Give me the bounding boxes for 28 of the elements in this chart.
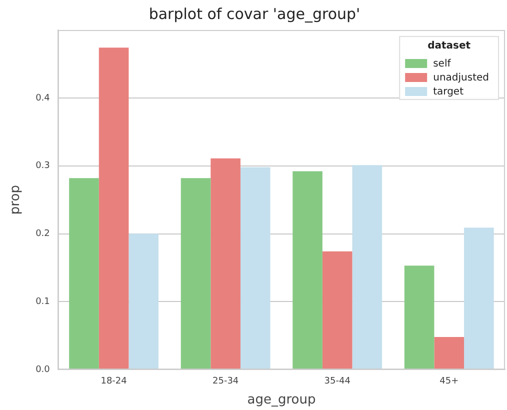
bar — [322, 251, 352, 370]
legend-label: self — [433, 58, 452, 70]
bar — [464, 228, 494, 370]
legend-label: target — [433, 86, 464, 98]
bar — [69, 178, 99, 370]
y-tick-label: 0.4 — [36, 93, 50, 104]
chart-title: barplot of covar 'age_group' — [148, 4, 360, 23]
legend-title: dataset — [428, 40, 471, 52]
bar — [180, 178, 211, 370]
y-tick-label: 0.2 — [36, 229, 50, 240]
y-tick-label: 0.0 — [36, 364, 50, 375]
x-tick-label: 45+ — [440, 376, 459, 386]
x-tick-label: 18-24 — [100, 376, 128, 386]
y-axis-title: prop — [8, 185, 24, 215]
bar — [98, 48, 129, 370]
bar — [210, 158, 240, 370]
legend-label: unadjusted — [433, 72, 490, 84]
x-tick-label: 25-34 — [212, 376, 239, 386]
bar — [352, 165, 382, 370]
bar — [434, 337, 464, 370]
x-tick-label: 35-44 — [324, 376, 351, 386]
bar — [128, 234, 159, 370]
y-tick-label: 0.3 — [36, 161, 50, 172]
bar — [292, 171, 322, 370]
bar — [240, 167, 270, 370]
x-axis-title: age_group — [247, 392, 316, 408]
bar — [404, 266, 434, 370]
y-tick-label: 0.1 — [36, 297, 50, 308]
